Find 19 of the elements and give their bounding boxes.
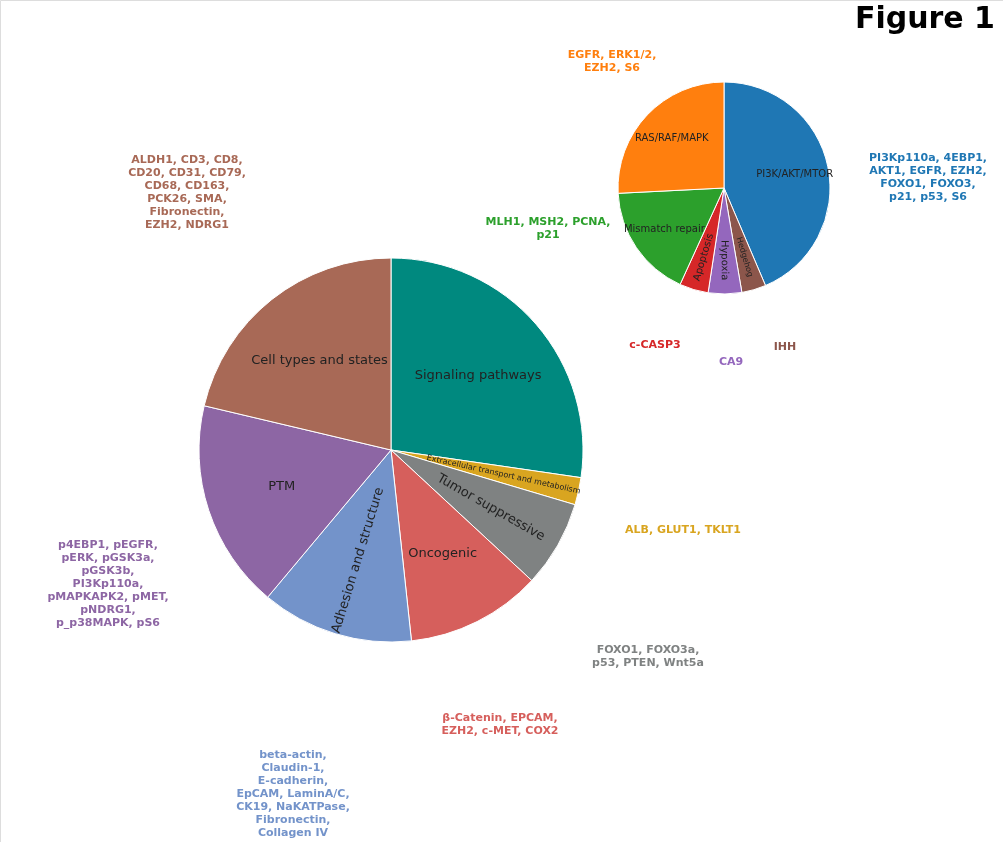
text: ALDH1, CD3, CD8, CD20, CD31, CD79, CD68, CD163, PCK26, SMA, Fibronectin, EZH2, NDRG1 [128, 153, 246, 231]
text: c-CASP3 [629, 338, 681, 351]
text: MLH1, MSH2, PCNA, p21 [485, 215, 611, 241]
text: PI3Kp110a, 4EBP1, AKT1, EGFR, EZH2, FOXO1, FOXO3, p21, p53, S6 [868, 151, 988, 203]
text: FOXO1, FOXO3a, p53, PTEN, Wnt5a [592, 643, 704, 669]
slice-label: PTM [268, 478, 296, 494]
slice-label: Signaling pathways [414, 366, 542, 382]
text: ALB, GLUT1, TKLT1 [624, 523, 742, 536]
slice-label: RAS/RAF/MAPK [634, 132, 710, 144]
slice-label: Cell types and states [251, 351, 389, 367]
slice-label: Oncogenic [408, 544, 478, 560]
text: β-Catenin, EPCAM, EZH2, c-MET, COX2 [441, 711, 559, 737]
text: beta-actin, Claudin-1, E-cadherin, EpCAM, LaminA/C, CK19, NaKATPase, Fibronectin, Collagen IV [236, 748, 350, 839]
text: p4EBP1, pEGFR, pERK, pGSK3a, pGSK3b, PI3Kp110a, pMAPKAPK2, pMET, pNDRG1, p_p38MAPK, pS6 [47, 538, 169, 629]
slice-label: Hypoxia [719, 239, 731, 281]
text: IHH [773, 340, 797, 353]
text: CA9 [718, 355, 744, 368]
text: EGFR, ERK1/2, EZH2, S6 [567, 48, 657, 74]
text: Figure 1 [854, 0, 995, 35]
